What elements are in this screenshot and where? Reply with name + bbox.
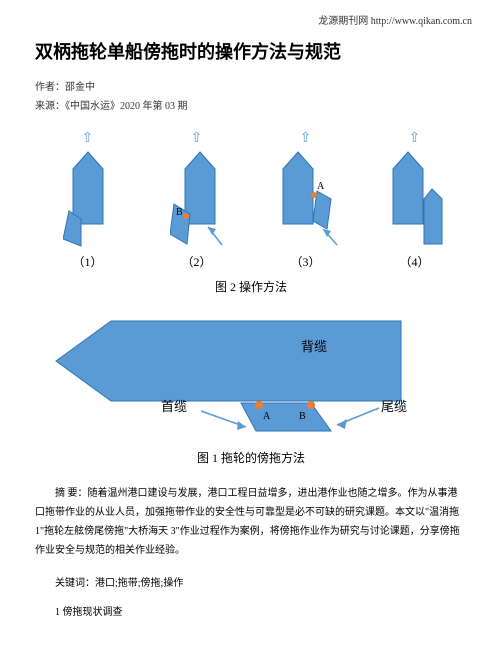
ship-diagram-4 <box>386 149 444 249</box>
barge-diagram: A B 背缆 首缆 尾缆 <box>41 311 461 441</box>
back-cable-label: 背缆 <box>301 339 327 354</box>
figure-1: A B 背缆 首缆 尾缆 <box>35 311 467 441</box>
fig2-item-4: ⇧ （4） <box>367 130 462 270</box>
fig2-item-1: ⇧ （1） <box>40 130 135 270</box>
fig2-item-2: ⇧ B （2） <box>149 130 244 270</box>
point-a-label: A <box>263 411 271 422</box>
arrow-up-icon: ⇧ <box>300 130 312 147</box>
arrow-up-icon: ⇧ <box>191 130 203 147</box>
arrow-up-icon: ⇧ <box>409 130 421 147</box>
page-container: 双柄拖轮单船傍拖时的操作方法与规范 作者：邵金中 来源：《中国水运》2020 年… <box>0 0 502 618</box>
site-header: 龙源期刊网 http://www.qikan.com.cn <box>318 12 472 27</box>
article-title: 双柄拖轮单船傍拖时的操作方法与规范 <box>35 38 467 64</box>
figure-2-caption: 图 2 操作方法 <box>35 278 467 295</box>
point-b-label: B <box>299 411 306 422</box>
figure-2-row: ⇧ （1） ⇧ B （2） ⇧ <box>35 130 467 270</box>
fig2-num-4: （4） <box>399 253 429 270</box>
arrow-up-icon: ⇧ <box>82 130 94 147</box>
section-1-heading: 1 傍拖现状调查 <box>35 603 467 618</box>
fig2-num-1: （1） <box>72 253 102 270</box>
fig2-num-3: （3） <box>290 253 320 270</box>
author-line: 作者：邵金中 <box>35 78 467 93</box>
fig2-item-3: ⇧ A （3） <box>258 130 353 270</box>
point-label-b: B <box>176 207 183 218</box>
tail-cable-label: 尾缆 <box>381 399 407 414</box>
head-cable-label: 首缆 <box>161 399 187 414</box>
ship-diagram-3: A <box>273 149 339 249</box>
figure-1-caption: 图 1 拖轮的傍拖方法 <box>35 449 467 466</box>
fig2-num-2: （2） <box>181 253 211 270</box>
ship-diagram-2: B <box>170 149 224 249</box>
ship-diagram-1 <box>63 149 113 249</box>
keywords-text: 关键词：港口;拖带;傍拖;操作 <box>35 574 467 589</box>
abstract-text: 摘 要：随着温州港口建设与发展，港口工程日益增多，进出港作业也随之增多。作为从事… <box>35 484 467 560</box>
source-line: 来源：《中国水运》2020 年第 03 期 <box>35 97 467 112</box>
point-label-a: A <box>317 181 325 192</box>
